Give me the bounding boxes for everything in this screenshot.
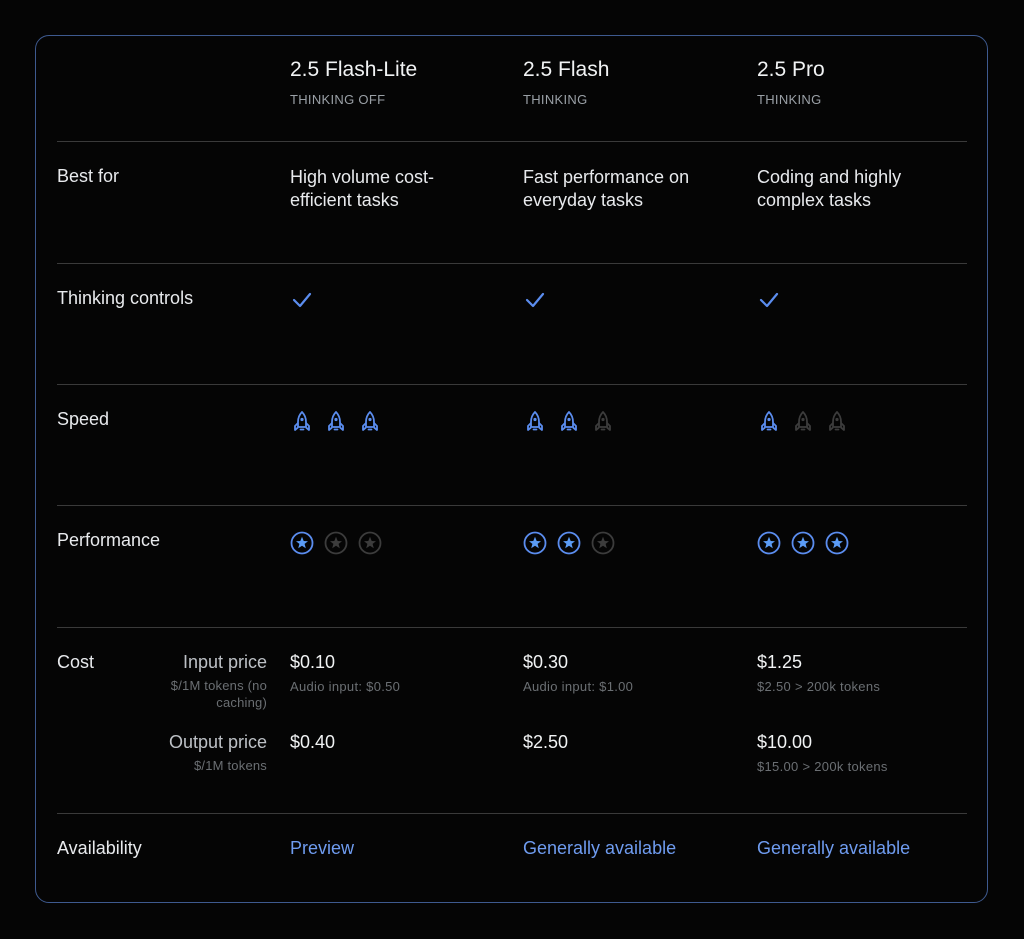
check-icon [757,289,781,316]
output-price-label: Output price $/1M tokens [117,732,267,774]
output-price-cell: $2.50 [523,732,568,759]
output-price-unit: $/1M tokens [193,758,267,773]
star-circle-icon [757,531,781,555]
model-name: 2.5 Flash-Lite [290,58,418,81]
row-label: Speed [57,409,110,429]
star-circle-icon [358,531,382,555]
model-mode: THINKING [523,92,588,107]
rocket-icon [591,410,615,434]
divider [57,141,967,142]
speed-rating [290,410,382,434]
divider [57,384,967,385]
price: $10.00 [757,732,813,752]
model-header-flash: 2.5 Flash THINKING [523,58,609,107]
price-note: Audio input: $1.00 [523,679,634,694]
star-circle-icon [557,531,581,555]
rocket-icon [757,410,781,434]
comparison-card [35,35,988,903]
check-icon [290,289,314,316]
check-icon [523,289,547,316]
price-note: $2.50 > 200k tokens [757,679,881,694]
divider [57,813,967,814]
model-mode: THINKING OFF [290,92,386,107]
cell-best-for: Coding and highly complex tasks [757,167,902,210]
cell-best-for: High volume cost-efficient tasks [290,167,435,210]
input-price-cell: $0.30 Audio input: $1.00 [523,652,633,694]
row-label: Thinking controls [57,288,194,308]
input-price-title: Input price [182,652,267,672]
speed-rating [757,410,849,434]
star-circle-icon [591,531,615,555]
availability-link-flash-lite[interactable]: Preview [290,838,355,858]
model-name: 2.5 Flash [523,58,610,81]
input-price-unit: $/1M tokens (no caching) [170,678,267,710]
rocket-icon [290,410,314,434]
star-circle-icon [324,531,348,555]
row-label: Cost [57,652,95,672]
price: $1.25 [757,652,803,672]
input-price-cell: $1.25 $2.50 > 200k tokens [757,652,880,694]
price-note: $15.00 > 200k tokens [757,759,888,774]
rocket-icon [557,410,581,434]
price: $0.30 [523,652,569,672]
model-header-flash-lite: 2.5 Flash-Lite THINKING OFF [290,58,417,107]
input-price-cell: $0.10 Audio input: $0.50 [290,652,400,694]
price: $2.50 [523,732,569,752]
output-price-cell: $10.00 $15.00 > 200k tokens [757,732,888,774]
performance-rating [290,531,382,555]
model-mode: THINKING [757,92,822,107]
price: $0.40 [290,732,336,752]
availability-link-pro[interactable]: Generally available [757,838,911,858]
cell-best-for: Fast performance on everyday tasks [523,167,690,210]
rocket-icon [791,410,815,434]
star-circle-icon [523,531,547,555]
star-circle-icon [825,531,849,555]
output-price-cell: $0.40 [290,732,335,759]
output-price-title: Output price [168,732,267,752]
model-name: 2.5 Pro [757,58,825,81]
row-label: Performance [57,530,161,550]
divider [57,263,967,264]
star-circle-icon [290,531,314,555]
rocket-icon [358,410,382,434]
star-circle-icon [791,531,815,555]
model-header-pro: 2.5 Pro THINKING [757,58,825,107]
rocket-icon [324,410,348,434]
divider [57,627,967,628]
input-price-label: Input price $/1M tokens (no caching) [137,652,267,711]
speed-rating [523,410,615,434]
performance-rating [757,531,849,555]
divider [57,505,967,506]
price: $0.10 [290,652,336,672]
performance-rating [523,531,615,555]
row-label: Availability [57,838,142,858]
price-note: Audio input: $0.50 [290,679,401,694]
availability-link-flash[interactable]: Generally available [523,838,677,858]
rocket-icon [523,410,547,434]
rocket-icon [825,410,849,434]
row-label: Best for [57,166,120,186]
